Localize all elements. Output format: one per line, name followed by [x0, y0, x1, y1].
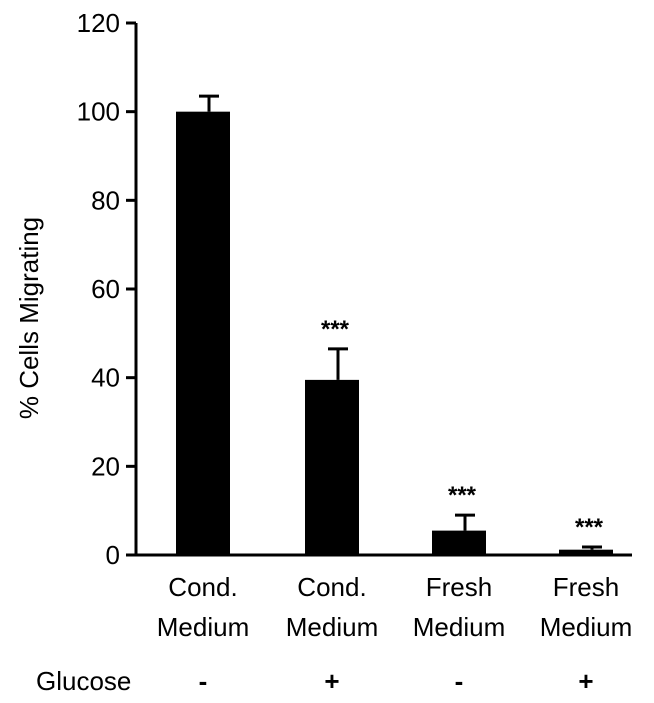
bars-group: *** *** *** — [176, 94, 613, 556]
glucose-row: Glucose - + - + — [36, 666, 594, 696]
significance-marker: *** — [575, 514, 604, 541]
category-label: Medium — [286, 612, 378, 642]
glucose-value: - — [455, 666, 464, 696]
category-label: Cond. — [168, 572, 237, 602]
bar — [559, 549, 613, 555]
glucose-label: Glucose — [36, 666, 131, 696]
y-tick-label: 0 — [106, 540, 120, 570]
category-label: Medium — [157, 612, 249, 642]
y-tick-label: 60 — [91, 274, 120, 304]
significance-marker: *** — [448, 482, 477, 509]
bar — [432, 530, 486, 555]
category-label: Cond. — [297, 572, 366, 602]
glucose-value: - — [199, 666, 208, 696]
glucose-value: + — [324, 666, 339, 696]
category-label: Medium — [413, 612, 505, 642]
category-labels: Cond. Medium Cond. Medium Fresh Medium Fresh Me… — [157, 572, 632, 642]
category-label: Fresh — [426, 572, 492, 602]
y-axis-label: % Cells Migrating — [14, 217, 44, 419]
significance-marker: *** — [321, 316, 350, 343]
y-tick-label: 20 — [91, 451, 120, 481]
y-tick-label: 120 — [77, 8, 120, 38]
glucose-value: + — [578, 666, 593, 696]
y-tick-label: 40 — [91, 363, 120, 393]
bar — [305, 379, 359, 555]
y-tick-label: 80 — [91, 185, 120, 215]
y-tick-label: 100 — [77, 97, 120, 127]
bar — [176, 111, 230, 556]
category-label: Fresh — [553, 572, 619, 602]
category-label: Medium — [540, 612, 632, 642]
